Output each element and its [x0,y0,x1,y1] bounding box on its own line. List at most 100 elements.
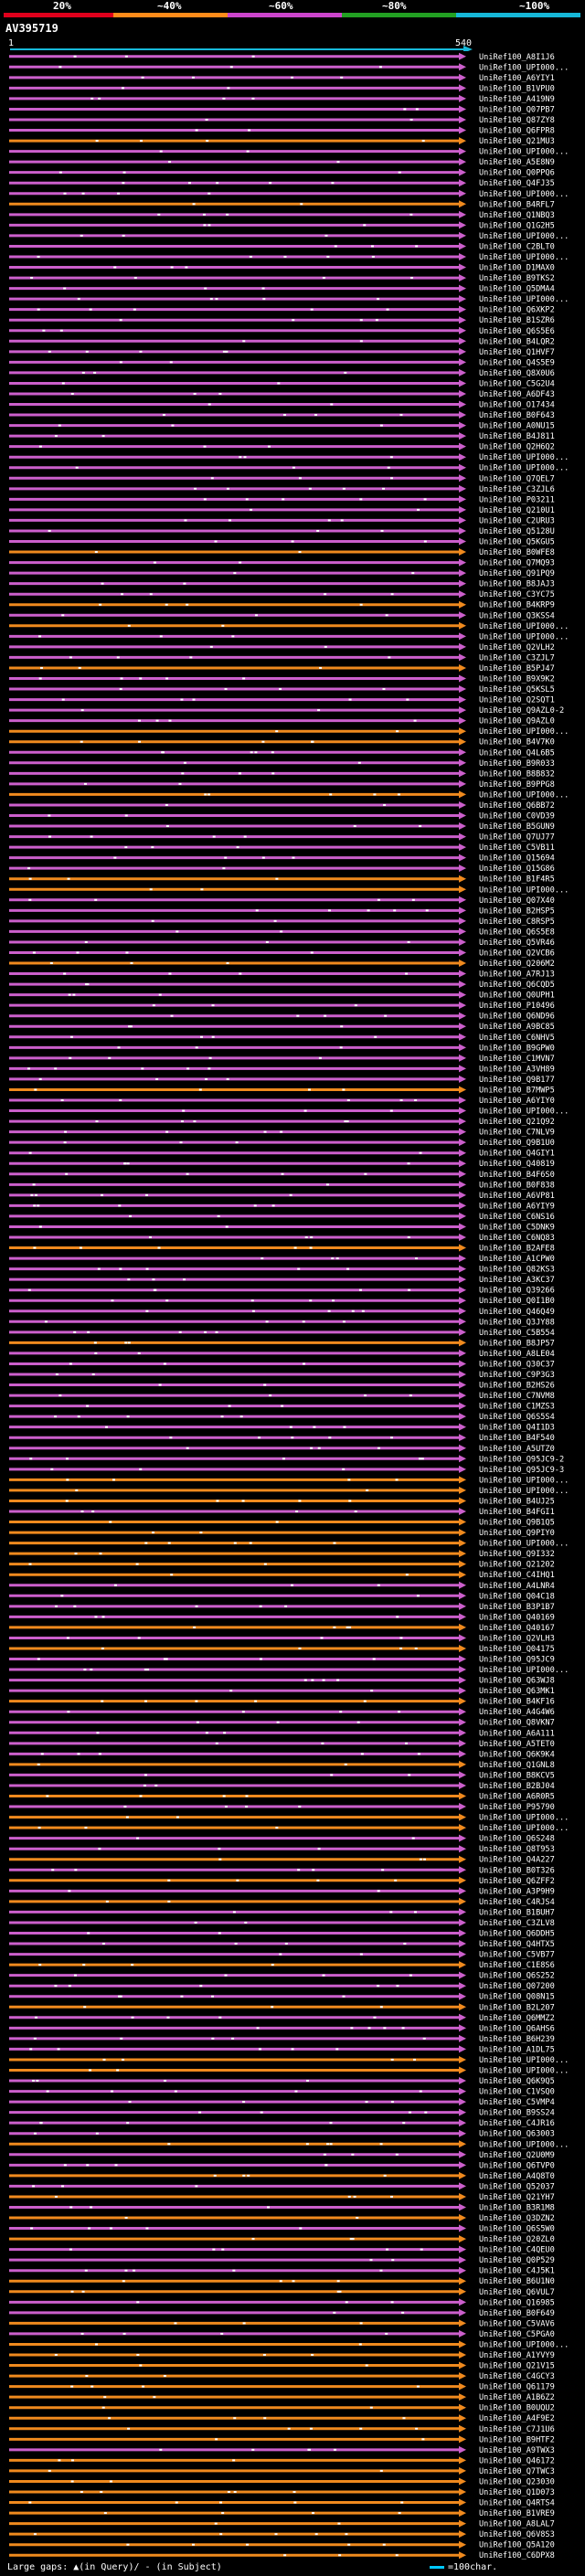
hit-label[interactable]: UniRef100_Q46Q49 [479,1308,555,1317]
hit-label[interactable]: UniRef100_A6DF43 [479,390,555,399]
hit-label[interactable]: UniRef100_C3ZLV8 [479,1919,555,1928]
hit-label[interactable]: UniRef100_C6NHV5 [479,1034,555,1043]
hit-label[interactable]: UniRef100_O17434 [479,401,555,410]
hit-label[interactable]: UniRef100_C5VMP4 [479,2098,555,2107]
hit-label[interactable]: UniRef100_A8LAL7 [479,2520,555,2529]
hit-label[interactable]: UniRef100_Q6S252 [479,1972,555,1981]
hit-label[interactable]: UniRef100_C4IHQ1 [479,1571,555,1580]
hit-label[interactable]: UniRef100_B4KF16 [479,1698,555,1707]
hit-label[interactable]: UniRef100_B8JAJ3 [479,580,555,589]
hit-label[interactable]: UniRef100_B4UJ25 [479,1497,555,1506]
hit-label[interactable]: UniRef100_Q9PIY0 [479,1529,555,1538]
hit-label[interactable]: UniRef100_A6YIY1 [479,74,555,83]
hit-label[interactable]: UniRef100_C5G2U4 [479,379,555,388]
hit-label[interactable]: UniRef100_Q5DMA4 [479,285,555,294]
hit-label[interactable]: UniRef100_A0NU15 [479,422,555,431]
hit-label[interactable]: UniRef100_C1MVN7 [479,1055,555,1064]
hit-label[interactable]: UniRef100_B1VPU0 [479,84,555,93]
hit-label[interactable]: UniRef100_B9SS24 [479,2109,555,2118]
hit-label[interactable]: UniRef100_UPI000... [479,790,569,800]
hit-label[interactable]: UniRef100_B9HTF2 [479,2435,555,2444]
hit-label[interactable]: UniRef100_Q87ZY8 [479,116,555,125]
hit-label[interactable]: UniRef100_B8KCV5 [479,1771,555,1780]
hit-label[interactable]: UniRef100_A8I1J6 [479,53,555,62]
hit-label[interactable]: UniRef100_B2HSP5 [479,906,555,916]
hit-label[interactable]: UniRef100_Q3JY88 [479,1318,555,1327]
hit-label[interactable]: UniRef100_B5PJ47 [479,664,555,673]
hit-label[interactable]: UniRef100_B4FGI1 [479,1508,555,1517]
hit-label[interactable]: UniRef100_Q8VKN7 [479,1719,555,1728]
hit-label[interactable]: UniRef100_Q6S5S4 [479,1413,555,1422]
hit-label[interactable]: UniRef100_B3P1B7 [479,1603,555,1612]
hit-label[interactable]: UniRef100_C1MZS3 [479,1403,555,1412]
hit-label[interactable]: UniRef100_C4RJS4 [479,1898,555,1907]
hit-label[interactable]: UniRef100_Q6VUL7 [479,2288,555,2297]
hit-label[interactable]: UniRef100_Q52037 [479,2182,555,2191]
hit-label[interactable]: UniRef100_Q7UJ77 [479,833,555,843]
hit-label[interactable]: UniRef100_A6R0R5 [479,1793,555,1802]
hit-label[interactable]: UniRef100_Q07200 [479,1982,555,1991]
hit-label[interactable]: UniRef100_C5B554 [479,1329,555,1338]
hit-label[interactable]: UniRef100_B9PPG8 [479,780,555,790]
hit-label[interactable]: UniRef100_B0F643 [479,411,555,420]
hit-label[interactable]: UniRef100_C6DPX8 [479,2551,555,2560]
hit-label[interactable]: UniRef100_B4RFL7 [479,200,555,209]
hit-label[interactable]: UniRef100_C1E8S6 [479,1961,555,1970]
hit-label[interactable]: UniRef100_Q6V8S3 [479,2530,555,2539]
hit-label[interactable]: UniRef100_Q9AZL0-2 [479,706,564,716]
hit-label[interactable]: UniRef100_C5VAV6 [479,2319,555,2328]
hit-label[interactable]: UniRef100_Q82KS3 [479,1266,555,1275]
hit-label[interactable]: UniRef100_Q95JC9-3 [479,1466,564,1475]
hit-label[interactable]: UniRef100_Q6S5W0 [479,2225,555,2234]
hit-label[interactable]: UniRef100_Q9AZL0 [479,717,555,726]
hit-label[interactable]: UniRef100_Q15G86 [479,864,555,874]
hit-label[interactable]: UniRef100_Q0I1B0 [479,1297,555,1306]
hit-label[interactable]: UniRef100_Q21202 [479,1561,555,1570]
hit-label[interactable]: UniRef100_UPI000... [479,2066,569,2075]
hit-label[interactable]: UniRef100_Q07X40 [479,896,555,906]
hit-label[interactable]: UniRef100_B4J811 [479,432,555,441]
hit-label[interactable]: UniRef100_UPI000... [479,1108,569,1117]
hit-label[interactable]: UniRef100_A8LE04 [479,1350,555,1359]
hit-label[interactable]: UniRef100_UPI000... [479,727,569,737]
hit-label[interactable]: UniRef100_UPI000... [479,148,569,157]
hit-label[interactable]: UniRef100_B7MWP5 [479,1086,555,1095]
hit-label[interactable]: UniRef100_Q4RTS4 [479,2499,555,2508]
hit-label[interactable]: UniRef100_C5DNK9 [479,1223,555,1232]
hit-label[interactable]: UniRef100_B0WFE8 [479,548,555,557]
hit-label[interactable]: UniRef100_UPI000... [479,1476,569,1485]
hit-label[interactable]: UniRef100_Q3KSS4 [479,611,555,620]
hit-label[interactable]: UniRef100_B0T326 [479,1866,555,1875]
hit-label[interactable]: UniRef100_P95790 [479,1803,555,1812]
hit-label[interactable]: UniRef100_Q63003 [479,2130,555,2139]
hit-label[interactable]: UniRef100_Q7TWC3 [479,2467,555,2476]
hit-label[interactable]: UniRef100_B4V7K0 [479,738,555,747]
hit-label[interactable]: UniRef100_B9TKS2 [479,274,555,283]
hit-label[interactable]: UniRef100_B1F4R5 [479,875,555,885]
hit-label[interactable]: UniRef100_A5E8N9 [479,158,555,167]
hit-label[interactable]: UniRef100_Q9B177 [479,1076,555,1085]
hit-label[interactable]: UniRef100_A9BC85 [479,1023,555,1032]
hit-label[interactable]: UniRef100_C3YC75 [479,590,555,599]
hit-label[interactable]: UniRef100_C4J5K1 [479,2267,555,2276]
hit-label[interactable]: UniRef100_Q6FPR8 [479,127,555,136]
hit-label[interactable]: UniRef100_C8RSP5 [479,917,555,927]
hit-label[interactable]: UniRef100_A6A111 [479,1729,555,1738]
hit-label[interactable]: UniRef100_A1YVY9 [479,2351,555,2360]
hit-label[interactable]: UniRef100_B4F6S0 [479,1171,555,1180]
hit-label[interactable]: UniRef100_Q7MQ93 [479,559,555,568]
hit-label[interactable]: UniRef100_Q1NBQ3 [479,211,555,220]
hit-label[interactable]: UniRef100_Q16985 [479,2298,555,2307]
hit-label[interactable]: UniRef100_Q8X0U6 [479,369,555,378]
hit-label[interactable]: UniRef100_B5GUN9 [479,822,555,832]
hit-label[interactable]: UniRef100_Q1HVF7 [479,348,555,357]
hit-label[interactable]: UniRef100_UPI000... [479,2056,569,2065]
hit-label[interactable]: UniRef100_UPI000... [479,190,569,199]
hit-label[interactable]: UniRef100_Q6S248 [479,1835,555,1844]
hit-label[interactable]: UniRef100_Q7QEL7 [479,474,555,483]
hit-label[interactable]: UniRef100_Q61179 [479,2383,555,2392]
hit-label[interactable]: UniRef100_C6NQ83 [479,1234,555,1243]
hit-label[interactable]: UniRef100_B6H239 [479,2035,555,2044]
hit-label[interactable]: UniRef100_C3ZJL7 [479,653,555,663]
hit-label[interactable]: UniRef100_Q2VCB6 [479,949,555,958]
